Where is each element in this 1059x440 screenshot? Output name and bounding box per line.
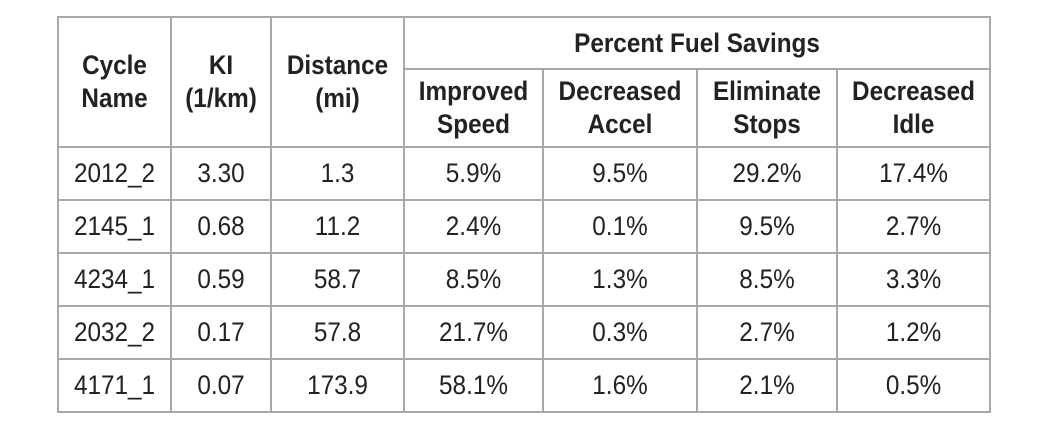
cell-distance: 58.7 [276, 252, 399, 307]
header-decreased-accel-line2: Accel [587, 109, 653, 139]
cell-ki: 0.17 [175, 305, 267, 360]
cell-ki: 0.68 [175, 199, 267, 254]
cell-decreased-idle: 0.5% [843, 358, 984, 413]
header-distance-line1: Distance [286, 50, 389, 80]
header-percent-fuel-savings: Percent Fuel Savings [432, 16, 962, 70]
header-eliminate-stops: Eliminate Stops [703, 68, 831, 148]
cell-eliminate-stops: 29.2% [703, 146, 831, 201]
cell-decreased-idle: 17.4% [843, 146, 984, 201]
header-decreased-accel-line1: Decreased [558, 76, 682, 106]
header-improved-speed-line1: Improved [418, 76, 529, 106]
cell-decreased-idle: 3.3% [843, 252, 984, 307]
cell-eliminate-stops: 2.1% [703, 358, 831, 413]
cell-eliminate-stops: 8.5% [703, 252, 831, 307]
header-cycle-name-line1: Cycle [82, 50, 147, 80]
cell-eliminate-stops: 9.5% [703, 199, 831, 254]
cell-ki: 0.07 [175, 358, 267, 413]
cell-improved-speed: 58.1% [410, 358, 537, 413]
header-eliminate-stops-line1: Eliminate [712, 76, 822, 106]
cell-ki: 0.59 [175, 252, 267, 307]
header-decreased-idle: Decreased Idle [843, 68, 984, 148]
header-cycle-name-line2: Name [81, 83, 148, 113]
header-eliminate-stops-line2: Stops [733, 109, 801, 139]
cell-decreased-accel: 0.3% [549, 305, 691, 360]
cell-decreased-accel: 0.1% [549, 199, 691, 254]
cell-improved-speed: 2.4% [410, 199, 537, 254]
header-decreased-accel: Decreased Accel [549, 68, 691, 148]
table-row: 4171_1 0.07 173.9 58.1% 1.6% 2.1% 0.5% [58, 358, 990, 413]
cell-decreased-accel: 1.6% [549, 358, 691, 413]
header-improved-speed: Improved Speed [410, 68, 537, 148]
header-decreased-idle-line1: Decreased [852, 76, 975, 106]
header-improved-speed-line2: Speed [437, 109, 510, 139]
fuel-savings-table-container: Cycle Name KI (1/km) Distance (mi) Perce… [57, 16, 991, 413]
cell-decreased-accel: 1.3% [549, 252, 691, 307]
cell-improved-speed: 21.7% [410, 305, 537, 360]
cell-decreased-idle: 2.7% [843, 199, 984, 254]
header-ki-line2: (1/km) [185, 83, 257, 113]
cell-decreased-accel: 9.5% [549, 146, 691, 201]
cell-cycle-name: 4171_1 [62, 358, 167, 413]
header-decreased-idle-line2: Idle [892, 109, 935, 139]
table-row: 2012_2 3.30 1.3 5.9% 9.5% 29.2% 17.4% [58, 146, 990, 201]
cell-cycle-name: 2012_2 [62, 146, 167, 201]
cell-distance: 173.9 [276, 358, 399, 413]
cell-decreased-idle: 1.2% [843, 305, 984, 360]
header-distance-line2: (mi) [315, 83, 360, 113]
cell-eliminate-stops: 2.7% [703, 305, 831, 360]
cell-distance: 57.8 [276, 305, 399, 360]
header-distance: Distance (mi) [276, 16, 399, 148]
cell-cycle-name: 2032_2 [62, 305, 167, 360]
header-ki: KI (1/km) [175, 16, 267, 148]
cell-distance: 1.3 [276, 146, 399, 201]
header-cycle-name: Cycle Name [62, 16, 167, 148]
cell-distance: 11.2 [276, 199, 399, 254]
cell-ki: 3.30 [175, 146, 267, 201]
header-ki-line1: KI [208, 50, 234, 80]
cell-improved-speed: 5.9% [410, 146, 537, 201]
fuel-savings-table: Cycle Name KI (1/km) Distance (mi) Perce… [57, 16, 991, 413]
cell-cycle-name: 2145_1 [62, 199, 167, 254]
cell-cycle-name: 4234_1 [62, 252, 167, 307]
table-row: 2032_2 0.17 57.8 21.7% 0.3% 2.7% 1.2% [58, 305, 990, 360]
cell-improved-speed: 8.5% [410, 252, 537, 307]
table-row: 2145_1 0.68 11.2 2.4% 0.1% 9.5% 2.7% [58, 199, 990, 254]
table-row: 4234_1 0.59 58.7 8.5% 1.3% 8.5% 3.3% [58, 252, 990, 307]
